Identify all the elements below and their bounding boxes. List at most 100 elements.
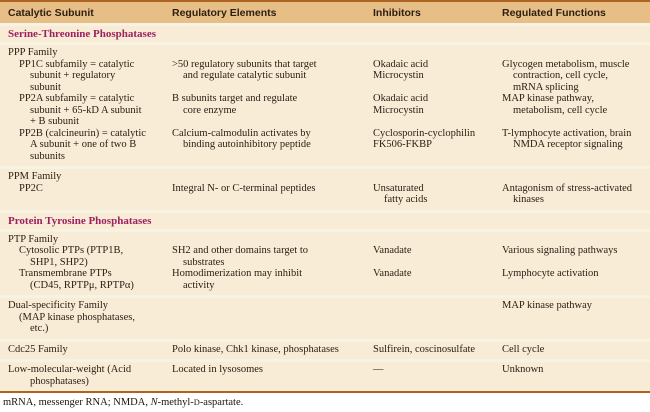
table-row: PP2C Integral N- or C-terminal peptides Un… (0, 183, 650, 206)
cell-line: Unsaturated (373, 182, 424, 194)
cell-line: (MAP kinase phosphatases, (19, 311, 135, 323)
cell-line: Low-molecular-weight (Acid (8, 364, 132, 375)
cell-line: Cdc25 Family (8, 343, 68, 355)
cell-line: (CD45, RPTPμ, RPTPα) (30, 279, 134, 291)
cell-line: and regulate catalytic subunit (183, 70, 307, 81)
table-cell: MAP kinase pathway (502, 300, 642, 335)
cell-line: PP2C (19, 182, 43, 194)
table-cell: Transmembrane PTPs (CD45, RPTPμ, RPTPα) (8, 268, 172, 291)
table-cell: Vanadate (373, 245, 502, 268)
cell-line: kinases (513, 194, 544, 205)
table-cell: Integral N- or C-terminal peptides (172, 183, 373, 206)
table-cell (502, 234, 642, 246)
cell-line: phosphatases) (30, 375, 89, 387)
table-row: Dual-specificity Family (MAP kinase phosp… (0, 300, 650, 335)
cell-line: Transmembrane PTPs (19, 268, 112, 279)
table-cell: B subunits target and regulate core enzym… (172, 93, 373, 128)
table-cell: — (373, 364, 502, 387)
table-cell: Various signaling pathways (502, 245, 642, 268)
table-row: Cdc25 Family Polo kinase, Chk1 kinase, ph… (0, 344, 650, 356)
footnote-text: N (150, 397, 158, 408)
cell-line: binding autoinhibitory peptide (183, 139, 311, 150)
cell-line: Integral N- or C-terminal peptides (172, 182, 316, 194)
row-group: Dual-specificity Family (MAP kinase phosp… (0, 298, 650, 339)
footnote-text: D (193, 398, 200, 407)
table-cell: Cyclosporin-cyclophilin FK506-FKBP (373, 128, 502, 163)
cell-line: PP2A subfamily = catalytic (19, 93, 135, 104)
cell-line: activity (183, 279, 215, 291)
row-group: Cdc25 Family Polo kinase, Chk1 kinase, ph… (0, 341, 650, 359)
table-cell: Lymphocyte activation (502, 268, 642, 291)
table-row: Low-molecular-weight (Acid phosphatases) L… (0, 364, 650, 387)
table-cell: >50 regulatory subunits that target and r… (172, 59, 373, 94)
cell-line: PPP Family (8, 47, 58, 58)
cell-line: PP1C subfamily = catalytic (19, 58, 135, 70)
table-cell: Located in lysosomes (172, 364, 373, 387)
table-cell (172, 47, 373, 59)
table-cell: Antagonism of stress-activated kinases (502, 183, 642, 206)
cell-line: subunit + 65-kD A subunit (30, 104, 142, 116)
table-cell: PP2A subfamily = catalytic subunit + 65-k… (8, 93, 172, 128)
cell-line: Calcium-calmodulin activates by (172, 127, 311, 139)
cell-line: Vanadate (373, 268, 412, 279)
cell-line: Polo kinase, Chk1 kinase, phosphatases (172, 343, 339, 355)
cell-line: Dual-specificity Family (8, 300, 109, 311)
table-cell: T-lymphocyte activation, brain NMDA recep… (502, 128, 642, 163)
cell-line: mRNA splicing (513, 81, 579, 93)
cell-line: Homodimerization may inhibit (172, 268, 303, 279)
cell-line: metabolism, cell cycle (513, 104, 608, 116)
cell-line: Sulfirein, coscinosulfate (373, 343, 476, 355)
cell-line: Microcystin (373, 104, 424, 116)
row-group: Low-molecular-weight (Acid phosphatases) L… (0, 362, 650, 391)
cell-line: Cyclosporin-cyclophilin (373, 127, 476, 139)
table-cell: PTP Family (8, 234, 172, 246)
table-cell (373, 47, 502, 59)
column-header: Regulated Functions (502, 6, 606, 19)
table-cell: Cdc25 Family (8, 344, 172, 356)
cell-line: B subunits target and regulate (172, 93, 298, 104)
cell-line: PTP Family (8, 233, 59, 245)
table-cell (373, 171, 502, 183)
cell-line: Okadaic acid (373, 93, 429, 104)
table-cell: Sulfirein, coscinosulfate (373, 344, 502, 356)
cell-line: subunit + regulatory (30, 70, 116, 81)
cell-line: FK506-FKBP (373, 139, 432, 150)
table-cell: Okadaic acid Microcystin (373, 93, 502, 128)
table-cell: Low-molecular-weight (Acid phosphatases) (8, 364, 172, 387)
cell-line: Various signaling pathways (502, 245, 618, 256)
cell-line: T-lymphocyte activation, brain (502, 127, 632, 139)
column-header: Inhibitors (373, 6, 421, 19)
cell-line: core enzyme (183, 104, 237, 116)
cell-line: fatty acids (384, 194, 428, 205)
cell-line: Unknown (502, 364, 544, 375)
table-row: PPP Family (0, 47, 650, 59)
row-group: PPP Family PP1C subfamily = catalytic subu… (0, 45, 650, 166)
table-cell: Vanadate (373, 268, 502, 291)
table-row: Transmembrane PTPs (CD45, RPTPμ, RPTPα) Ho… (0, 268, 650, 291)
table-row: PTP Family (0, 234, 650, 246)
cell-line: PPM Family (8, 171, 62, 182)
table-cell: Calcium-calmodulin activates by binding a… (172, 128, 373, 163)
table-cell (502, 171, 642, 183)
row-group: PTP Family Cytosolic PTPs (PTP1B, SHP1, SH… (0, 231, 650, 295)
table-cell (172, 300, 373, 335)
cell-line: Cytosolic PTPs (PTP1B, (19, 245, 124, 256)
cell-line: Glycogen metabolism, muscle (502, 58, 630, 70)
header-row: Catalytic Subunit Regulatory Elements Inhi… (0, 2, 650, 23)
table-cell: Dual-specificity Family (MAP kinase phosp… (8, 300, 172, 335)
cell-line: subunit (30, 81, 61, 93)
table-cell: Polo kinase, Chk1 kinase, phosphatases (172, 344, 373, 356)
cell-line: subunits (30, 150, 66, 162)
table-cell: Homodimerization may inhibit activity (172, 268, 373, 291)
cell-line: SH2 and other domains target to (172, 245, 308, 256)
cell-line: SHP1, SHP2) (30, 256, 88, 268)
phosphatase-table: Catalytic Subunit Regulatory Elements Inhi… (0, 0, 650, 393)
table-cell (373, 234, 502, 246)
table-row: PP2A subfamily = catalytic subunit + 65-k… (0, 93, 650, 128)
cell-line: Cell cycle (502, 343, 545, 355)
table-cell: PPM Family (8, 171, 172, 183)
table-cell: SH2 and other domains target to substrate… (172, 245, 373, 268)
cell-line: MAP kinase pathway, (502, 93, 594, 104)
footnote-text: mRNA, messenger RNA; NMDA, (3, 397, 151, 408)
row-group: PPM Family PP2C Integral N- or C-terminal … (0, 169, 650, 210)
